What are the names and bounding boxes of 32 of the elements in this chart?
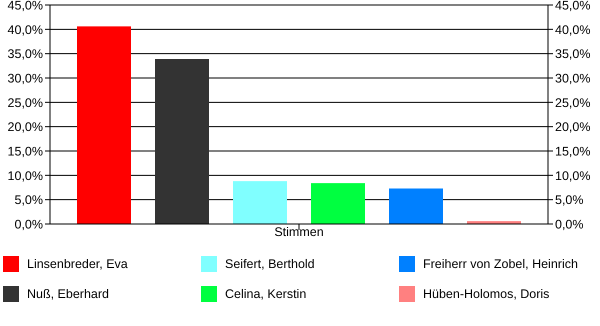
legend-label: Hüben-Holomos, Doris: [423, 287, 550, 301]
y2-tick-label: 15,0%: [555, 144, 590, 158]
y-tick-label: 10,0%: [8, 168, 43, 183]
y-tick-label: 5,0%: [14, 193, 43, 208]
y-tick-label: 40,0%: [8, 22, 43, 37]
y-tick-label: 25,0%: [8, 96, 43, 110]
y2-tick-label: 20,0%: [555, 120, 590, 134]
legend-label: Nuß, Eberhard: [27, 287, 109, 301]
legend-label: Seifert, Berthold: [225, 257, 315, 271]
bar: [389, 188, 443, 224]
y-tick-label: 0,0%: [14, 217, 43, 232]
y2-tick-label: 40,0%: [555, 22, 590, 37]
y-tick-label: 35,0%: [8, 47, 43, 62]
y-tick-label: 45,0%: [8, 0, 43, 12]
y2-tick-label: 10,0%: [555, 168, 590, 183]
y2-tick-label: 35,0%: [555, 47, 590, 62]
bar: [233, 181, 287, 224]
legend-label: Celina, Kerstin: [225, 287, 306, 301]
y2-tick-label: 30,0%: [555, 71, 590, 86]
y2-tick-label: 45,0%: [555, 0, 590, 12]
bar: [155, 59, 209, 224]
bar: [77, 26, 131, 224]
x-axis-title: Stimmen: [274, 224, 324, 239]
y2-tick-label: 25,0%: [555, 96, 590, 110]
y-tick-label: 15,0%: [8, 144, 43, 158]
legend-label: Linsenbreder, Eva: [27, 257, 128, 271]
bar: [311, 183, 365, 224]
y-tick-label: 20,0%: [8, 120, 43, 134]
y-tick-label: 30,0%: [8, 71, 43, 86]
y2-tick-label: 0,0%: [555, 217, 584, 232]
y2-tick-label: 5,0%: [555, 193, 584, 208]
legend-label: Freiherr von Zobel, Heinrich: [423, 257, 578, 271]
